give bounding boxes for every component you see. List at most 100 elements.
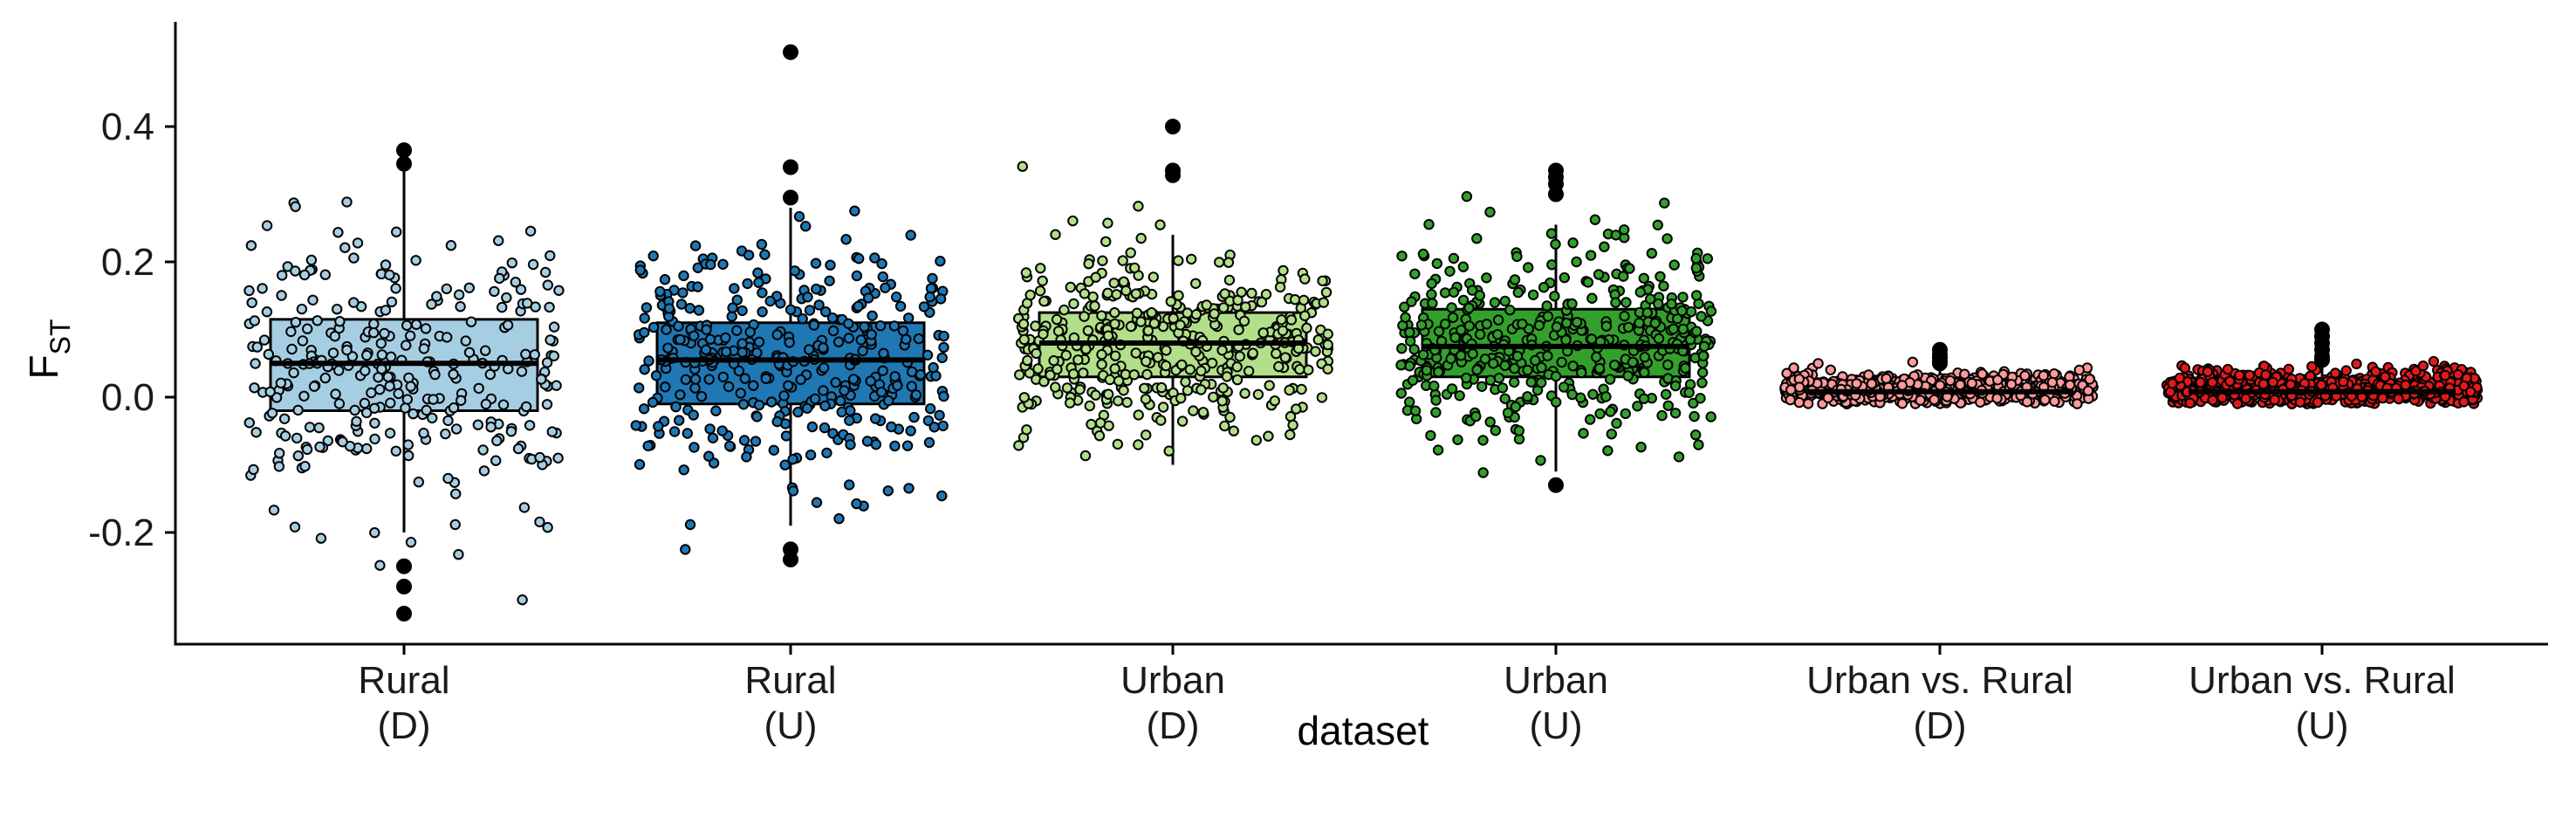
jitter-point [883,395,894,407]
jitter-point [1618,271,1629,282]
jitter-point [833,513,845,525]
jitter-point [647,321,660,333]
jitter-point [478,465,490,477]
jitter-point [551,380,562,391]
jitter-point [261,220,273,231]
jitter-point [1589,214,1601,225]
jitter-point [1685,306,1697,318]
jitter-point [743,250,755,261]
jitter-point [918,301,930,312]
jitter-point [2465,386,2477,398]
jitter-point [1566,388,1578,401]
jitter-point [753,277,764,288]
jitter-point [408,408,419,420]
jitter-point [333,398,346,409]
jitter-point [936,490,948,502]
jitter-point [1034,285,1046,297]
jitter-point [536,374,547,385]
jitter-point [1896,380,1908,391]
jitter-point [1551,396,1562,408]
jitter-point [1492,314,1504,326]
jitter-point [1407,374,1419,386]
jitter-point [1915,395,1926,406]
x-tick-label: Urban vs. Rural [2189,659,2456,702]
jitter-point [1074,384,1086,395]
jitter-point [742,278,753,290]
jitter-point [710,405,722,416]
jitter-point [1634,317,1645,329]
jitter-point [1788,362,1799,374]
jitter-point [2195,377,2206,388]
jitter-point [1705,411,1716,422]
jitter-point [1445,353,1456,365]
jitter-point [853,253,865,264]
jitter-point [705,258,716,271]
jitter-point [1128,369,1140,381]
jitter-point [892,380,903,391]
jitter-point [1477,467,1489,478]
jitter-point [348,297,360,308]
jitter-point [1209,308,1220,319]
jitter-point [780,430,792,442]
jitter-point [647,396,659,409]
jitter-point [401,319,413,331]
jitter-point [1638,272,1650,284]
jitter-point [277,270,288,281]
jitter-point [1278,264,1289,277]
jitter-point [1477,435,1489,446]
jitter-point [1312,334,1325,346]
jitter-point [2377,392,2388,404]
jitter-point [2370,366,2381,377]
jitter-point [1176,415,1189,427]
jitter-point [1060,349,1072,361]
jitter-point [1279,352,1291,363]
jitter-point [275,377,287,388]
jitter-point [736,338,748,349]
jitter-point [542,522,553,533]
jitter-point [410,319,422,330]
jitter-point [756,238,768,251]
jitter-point [2458,381,2470,392]
jitter-point [520,348,531,360]
jitter-point [341,344,353,356]
jitter-point [2330,367,2341,379]
jitter-point [442,472,454,484]
jitter-point [1851,378,1862,389]
jitter-point [489,285,500,298]
jitter-point [1173,290,1184,301]
jitter-point [682,428,693,439]
jitter-point [643,355,654,367]
jitter-point [1113,375,1125,387]
jitter-point [1431,258,1443,270]
jitter-point [418,343,430,354]
jitter-point [1299,273,1311,285]
jitter-point [361,349,373,361]
jitter-point [819,400,831,412]
outlier-point [783,44,798,60]
jitter-point [2038,370,2050,381]
jitter-point [1825,364,1837,375]
jitter-point [639,326,650,339]
jitter-point [1896,398,1908,409]
jitter-point [1593,362,1606,374]
jitter-point [908,411,920,423]
jitter-point [1673,451,1685,463]
jitter-point [1157,402,1169,413]
jitter-point [379,327,390,340]
jitter-point [695,391,708,402]
jitter-point [337,436,348,448]
jitter-point [1576,367,1587,379]
jitter-point [910,389,922,401]
jitter-point [813,299,825,311]
jitter-point [1233,324,1244,335]
jitter-point [1619,311,1630,322]
jitter-point [901,440,914,451]
jitter-point [553,285,565,296]
jitter-point [866,329,877,340]
jitter-point [1509,376,1520,388]
jitter-point [1155,381,1168,394]
jitter-point [264,386,276,398]
jitter-point [290,201,301,212]
jitter-point [810,258,822,269]
jitter-point [1691,326,1702,337]
